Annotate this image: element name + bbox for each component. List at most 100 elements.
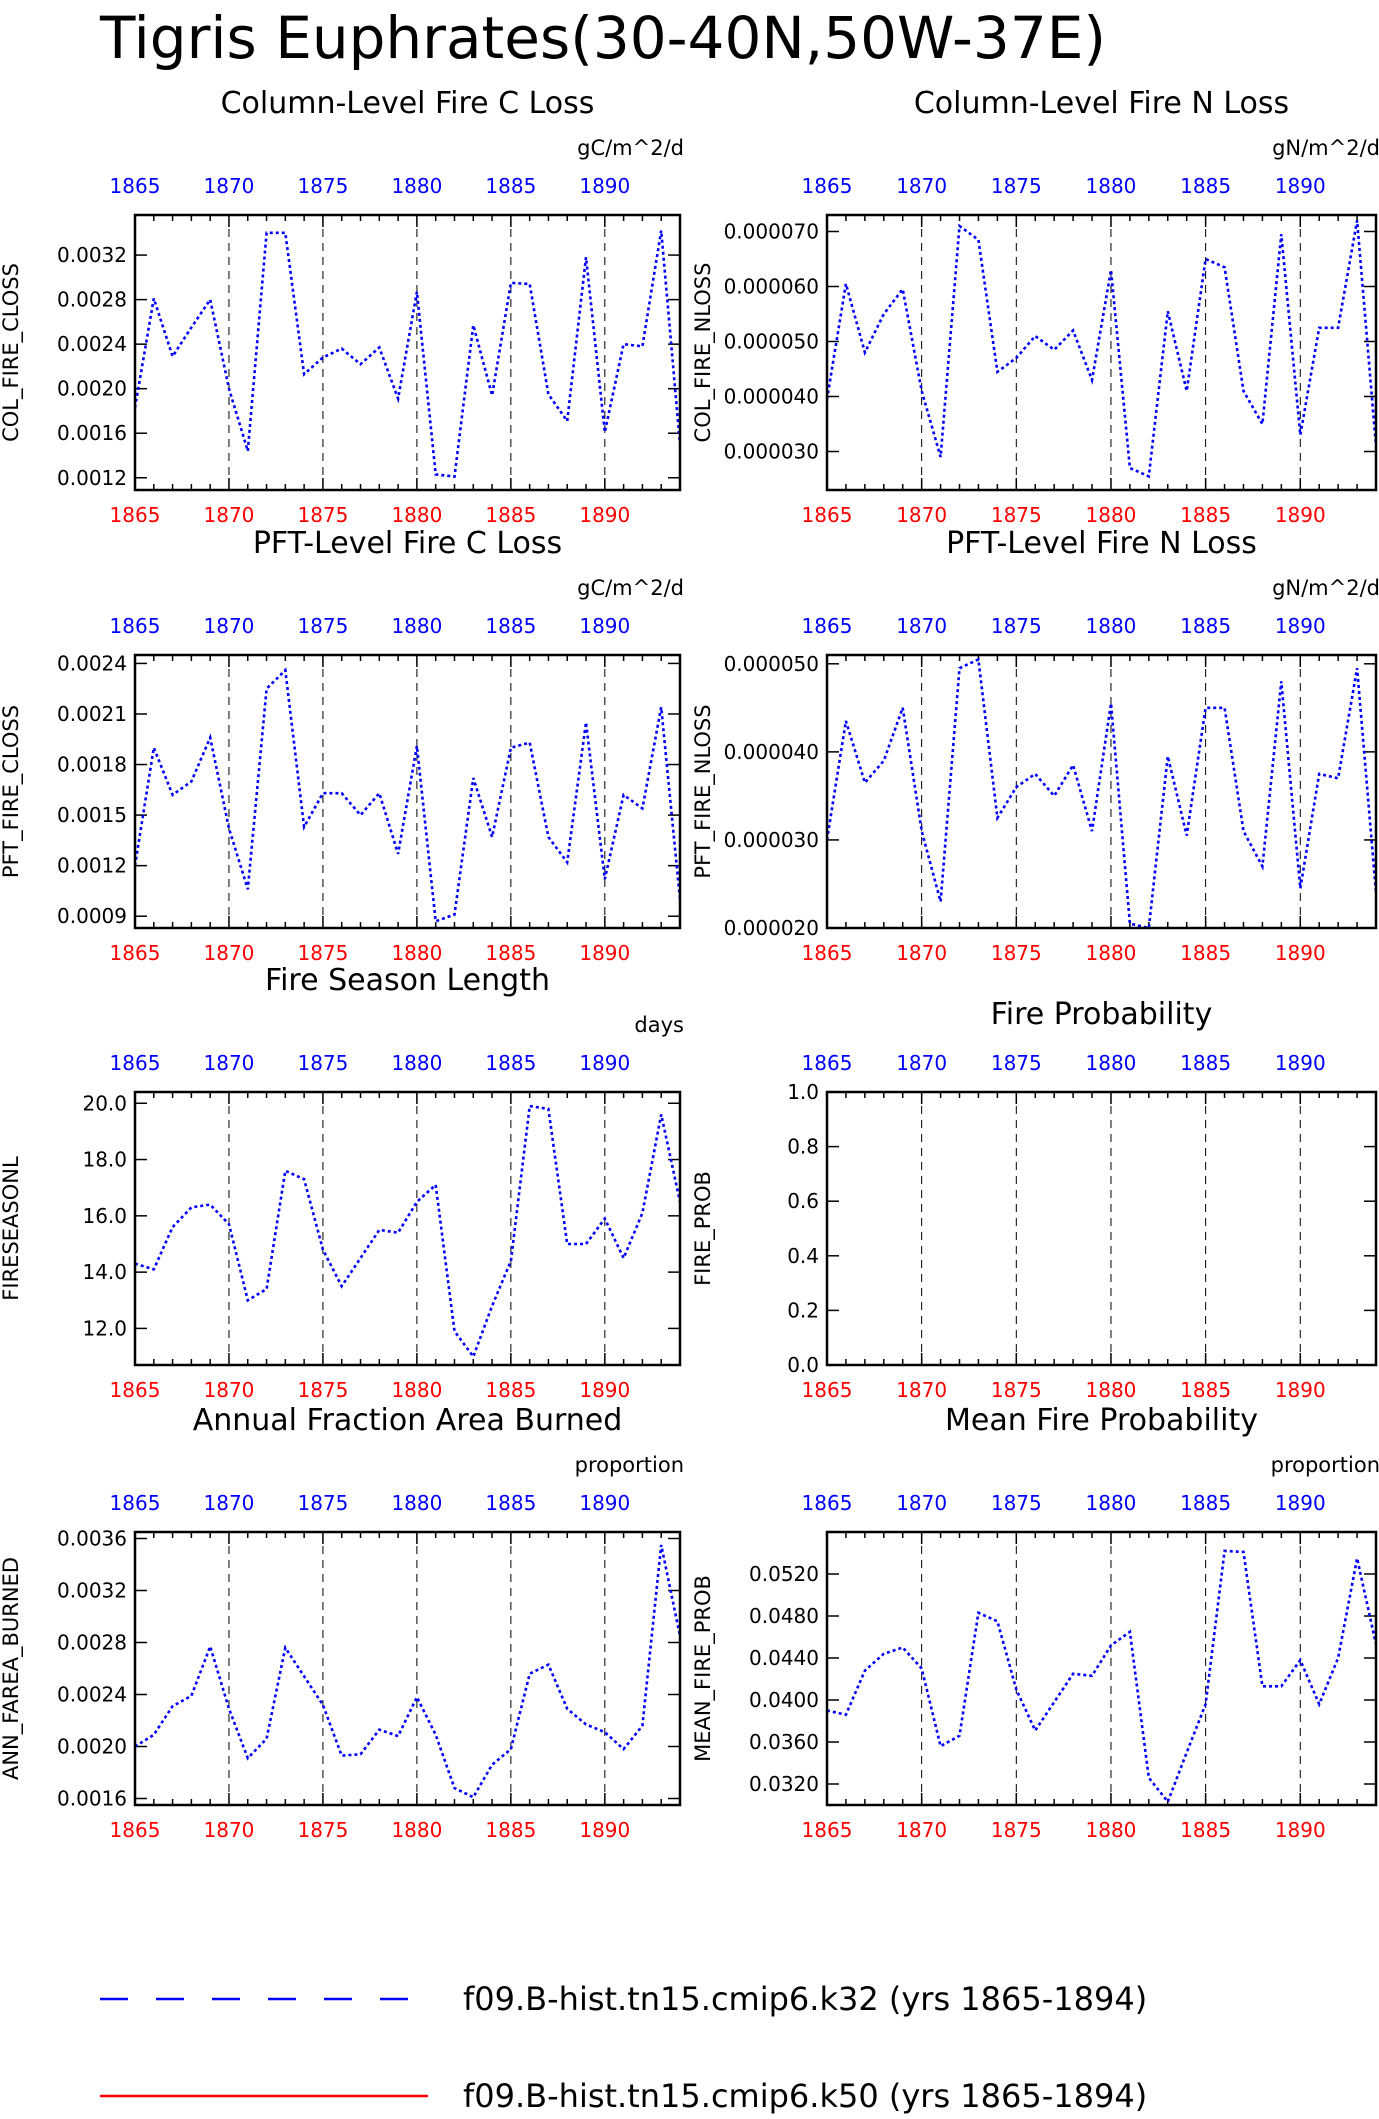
y-tick-label: 0.0012 — [57, 466, 127, 490]
legend-label-k32: f09.B-hist.tn15.cmip6.k32 (yrs 1865-1894… — [463, 1980, 1147, 2018]
y-tick-label: 14.0 — [82, 1260, 127, 1284]
x-tick-label-top: 1865 — [802, 1491, 853, 1515]
y-tick-label: 0.0 — [787, 1353, 819, 1377]
chart-panel-5: Fire Season Length days 1865 1865 1870 1870 18… — [0, 963, 684, 1402]
x-tick-label-bottom: 1890 — [1275, 503, 1326, 527]
units-label: gC/m^2/d — [577, 576, 684, 600]
y-tick-label: 0.0018 — [57, 753, 127, 777]
x-tick-label-bottom: 1875 — [991, 1818, 1042, 1842]
legend: f09.B-hist.tn15.cmip6.k32 (yrs 1865-1894… — [100, 1980, 1147, 2115]
x-tick-label-top: 1865 — [802, 614, 853, 638]
x-tick-label-top: 1885 — [1180, 1491, 1231, 1515]
y-axis-label: PFT_FIRE_NLOSS — [691, 704, 716, 878]
y-tick-label: 0.0032 — [57, 243, 127, 267]
y-tick-label: 18.0 — [82, 1148, 127, 1172]
x-tick-label-bottom: 1880 — [391, 503, 442, 527]
x-tick-label-top: 1870 — [204, 1051, 255, 1075]
x-tick-label-top: 1865 — [802, 1051, 853, 1075]
x-tick-label-bottom: 1865 — [802, 1818, 853, 1842]
y-tick-label: 0.0020 — [57, 377, 127, 401]
x-tick-label-top: 1870 — [204, 1491, 255, 1515]
x-tick-label-bottom: 1880 — [391, 1818, 442, 1842]
x-tick-label-bottom: 1890 — [1275, 1818, 1326, 1842]
x-tick-label-top: 1890 — [1275, 1491, 1326, 1515]
x-tick-label-top: 1870 — [204, 174, 255, 198]
series-line-1 — [827, 657, 1376, 928]
units-label: gN/m^2/d — [1272, 136, 1379, 160]
legend-entry-k32: f09.B-hist.tn15.cmip6.k32 (yrs 1865-1894… — [100, 1980, 1147, 2018]
x-tick-label-top: 1875 — [297, 1051, 348, 1075]
x-tick-label-bottom: 1870 — [896, 503, 947, 527]
x-tick-label-top: 1865 — [110, 1491, 161, 1515]
y-tick-label: 0.6 — [787, 1189, 819, 1213]
y-axis-label: FIRESEASONL — [0, 1156, 23, 1301]
x-tick-label-top: 1885 — [485, 1491, 536, 1515]
x-tick-label-bottom: 1885 — [1180, 1818, 1231, 1842]
x-tick-label-bottom: 1875 — [991, 503, 1042, 527]
y-tick-label: 0.8 — [787, 1135, 819, 1159]
x-tick-label-top: 1870 — [896, 174, 947, 198]
x-tick-label-top: 1875 — [991, 174, 1042, 198]
chart-panels: Column-Level Fire C Loss gC/m^2/d 1865 1865… — [0, 86, 1379, 1842]
y-tick-label: 0.000050 — [724, 652, 819, 676]
y-tick-label: 0.000060 — [724, 275, 819, 299]
x-tick-label-top: 1890 — [579, 1491, 630, 1515]
y-tick-label: 0.000020 — [724, 916, 819, 940]
y-tick-label: 0.0036 — [57, 1527, 127, 1551]
x-tick-label-bottom: 1875 — [991, 1378, 1042, 1402]
series-line-1 — [827, 220, 1376, 479]
x-tick-label-bottom: 1875 — [297, 941, 348, 965]
y-tick-label: 0.0024 — [57, 332, 127, 356]
x-tick-label-bottom: 1880 — [1086, 941, 1137, 965]
y-tick-label: 0.0021 — [57, 702, 127, 726]
x-tick-label-top: 1875 — [991, 1491, 1042, 1515]
y-tick-label: 0.0009 — [57, 904, 127, 928]
x-tick-label-top: 1865 — [110, 1051, 161, 1075]
units-label: gN/m^2/d — [1272, 576, 1379, 600]
x-tick-label-bottom: 1880 — [391, 941, 442, 965]
panel-title: Fire Probability — [991, 997, 1213, 1032]
x-tick-label-top: 1865 — [110, 174, 161, 198]
x-tick-label-bottom: 1880 — [391, 1378, 442, 1402]
chart-panel-2: Column-Level Fire N Loss gN/m^2/d 1865 1865… — [691, 86, 1379, 527]
x-tick-label-bottom: 1885 — [485, 1818, 536, 1842]
x-tick-label-top: 1870 — [896, 614, 947, 638]
x-tick-label-bottom: 1890 — [579, 1378, 630, 1402]
plot-frame — [133, 653, 682, 930]
y-tick-label: 0.0400 — [749, 1688, 819, 1712]
units-label: gC/m^2/d — [577, 136, 684, 160]
x-tick-label-bottom: 1875 — [297, 1818, 348, 1842]
plot-frame — [133, 213, 682, 492]
plot-frame — [825, 1090, 1378, 1367]
plot-frame — [133, 1090, 682, 1367]
page-title: Tigris Euphrates(30-40N,50W-37E) — [99, 4, 1106, 72]
panel-title: Column-Level Fire C Loss — [221, 86, 595, 121]
y-tick-label: 0.000040 — [724, 740, 819, 764]
x-tick-label-bottom: 1870 — [204, 1818, 255, 1842]
x-tick-label-top: 1885 — [1180, 1051, 1231, 1075]
x-tick-label-bottom: 1885 — [485, 503, 536, 527]
y-tick-label: 20.0 — [82, 1091, 127, 1115]
x-tick-label-top: 1880 — [1086, 174, 1137, 198]
x-tick-label-bottom: 1865 — [110, 1818, 161, 1842]
y-tick-label: 0.0480 — [749, 1604, 819, 1628]
y-tick-label: 0.0028 — [57, 1631, 127, 1655]
y-tick-label: 16.0 — [82, 1204, 127, 1228]
x-tick-label-bottom: 1865 — [110, 941, 161, 965]
y-tick-label: 0.000030 — [724, 440, 819, 464]
panel-title: Annual Fraction Area Burned — [193, 1403, 623, 1438]
y-tick-label: 0.0520 — [749, 1562, 819, 1586]
panel-title: Column-Level Fire N Loss — [914, 86, 1289, 121]
x-tick-label-bottom: 1865 — [802, 941, 853, 965]
y-tick-label: 0.0016 — [57, 1787, 127, 1811]
x-tick-label-top: 1880 — [391, 1051, 442, 1075]
y-tick-label: 0.000070 — [724, 220, 819, 244]
y-tick-label: 0.4 — [787, 1244, 819, 1268]
panel-title: Fire Season Length — [265, 963, 550, 998]
plot-frame — [825, 653, 1378, 930]
x-tick-label-top: 1875 — [991, 1051, 1042, 1075]
chart-panel-3: PFT-Level Fire C Loss gC/m^2/d 1865 1865 187… — [0, 526, 684, 965]
x-tick-label-top: 1880 — [1086, 1051, 1137, 1075]
x-tick-label-bottom: 1870 — [204, 503, 255, 527]
